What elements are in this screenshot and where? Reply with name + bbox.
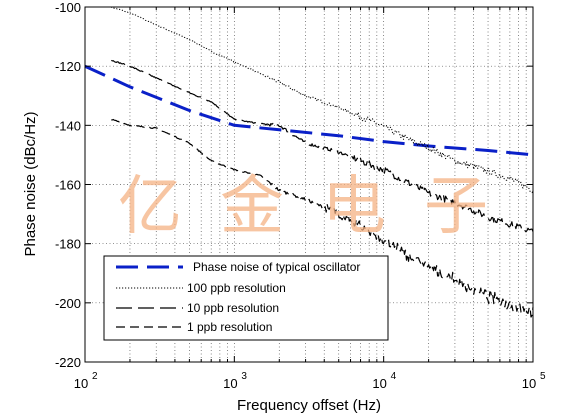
y-tick-label: -200 bbox=[55, 296, 81, 311]
legend: Phase noise of typical oscillator 100 ppb… bbox=[103, 255, 389, 341]
y-tick-labels: -100 -120 -140 -160 -180 -200 -220 bbox=[55, 0, 81, 370]
y-axis-label: Phase noise (dBc/Hz) bbox=[22, 111, 39, 256]
y-tick-label: -100 bbox=[55, 0, 81, 15]
x-tick-label: 10 4 bbox=[372, 371, 396, 391]
x-tick-labels: 10 2 10 3 10 4 10 5 bbox=[74, 371, 546, 391]
axis-ticks bbox=[84, 6, 534, 363]
series-line-2 bbox=[110, 6, 534, 194]
x-tick-exponent: 2 bbox=[92, 371, 98, 382]
x-tick-base: 10 bbox=[74, 376, 88, 391]
legend-label-1: Phase noise of typical oscillator bbox=[193, 260, 360, 274]
watermark-text: 亿金电子 bbox=[118, 170, 526, 244]
series-line-3 bbox=[111, 59, 534, 233]
y-tick-label: -220 bbox=[55, 355, 81, 370]
x-tick-exponent: 5 bbox=[540, 371, 546, 382]
x-tick-exponent: 3 bbox=[241, 371, 247, 382]
series-line-4 bbox=[111, 118, 534, 318]
x-tick-label: 10 2 bbox=[74, 371, 98, 391]
x-tick-base: 10 bbox=[522, 376, 536, 391]
y-tick-label: -180 bbox=[55, 237, 81, 252]
x-tick-label: 10 3 bbox=[223, 371, 247, 391]
legend-label-3: 10 ppb resolution bbox=[187, 301, 279, 315]
x-axis-label: Frequency offset (Hz) bbox=[237, 397, 381, 414]
x-tick-base: 10 bbox=[223, 376, 237, 391]
y-tick-label: -120 bbox=[55, 59, 81, 74]
legend-box bbox=[103, 255, 389, 341]
series-curves bbox=[84, 6, 534, 318]
legend-label-4: 1 ppb resolution bbox=[187, 320, 272, 334]
x-tick-exponent: 4 bbox=[391, 371, 397, 382]
y-tick-label: -140 bbox=[55, 118, 81, 133]
series-line-1 bbox=[84, 64, 534, 157]
y-tick-label: -160 bbox=[55, 178, 81, 193]
x-tick-label: 10 5 bbox=[522, 371, 546, 391]
x-tick-base: 10 bbox=[372, 376, 386, 391]
legend-label-2: 100 ppb resolution bbox=[187, 281, 286, 295]
